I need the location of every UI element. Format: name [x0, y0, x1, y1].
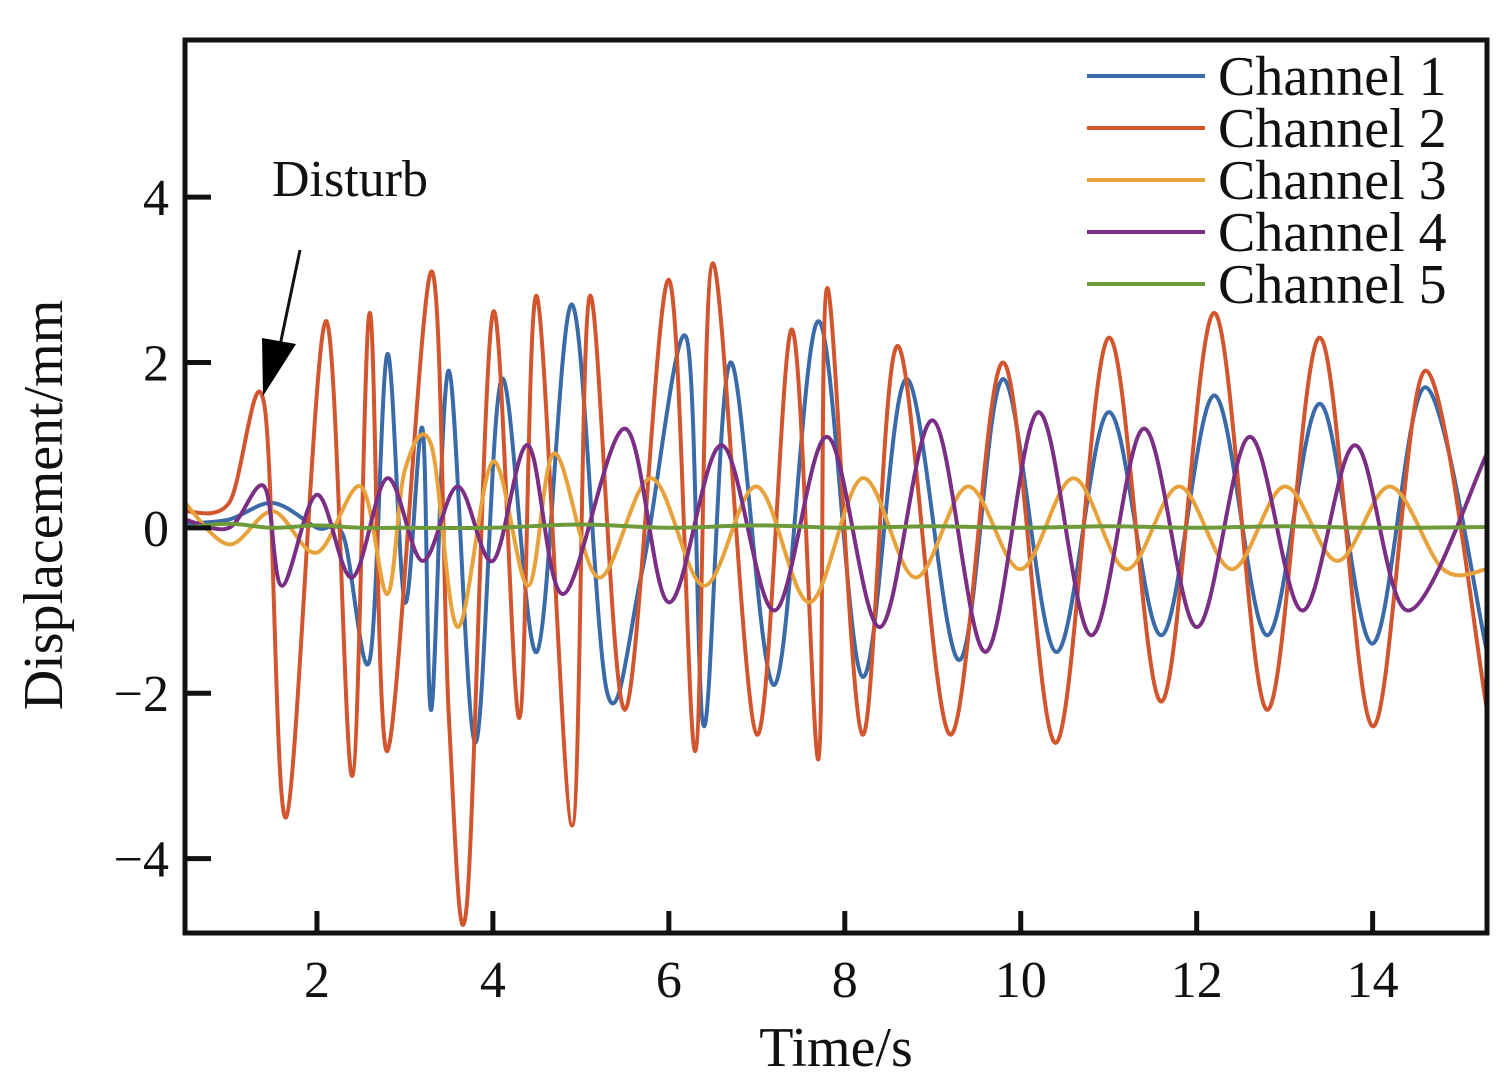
y-tick-label: −2 — [114, 666, 169, 723]
y-tick-label: 0 — [143, 501, 169, 558]
y-tick-label: 2 — [143, 335, 169, 392]
y-tick-label: 4 — [143, 170, 169, 227]
x-tick-label: 4 — [480, 952, 506, 1009]
legend-label-channel-5: Channel 5 — [1218, 254, 1447, 316]
y-tick-label: −4 — [114, 832, 169, 889]
disturb-label: Disturb — [272, 151, 428, 208]
y-axis-title: Displacement/mm — [13, 300, 75, 711]
plot-frame — [182, 37, 1490, 936]
x-tick-label: 2 — [304, 952, 330, 1009]
series-line-channel-5 — [185, 521, 1487, 531]
x-tick-label: 14 — [1347, 952, 1399, 1009]
x-tick-label: 10 — [995, 952, 1047, 1009]
ticks-layer: 2 4 6 8 10 12 14 −4 −2 0 2 4 — [114, 170, 1399, 1009]
x-tick-label: 6 — [656, 952, 682, 1009]
legend-label-channel-3: Channel 3 — [1218, 150, 1447, 212]
legend-label-channel-4: Channel 4 — [1218, 202, 1447, 264]
disturb-arrow-head — [262, 338, 296, 396]
x-tick-label: 12 — [1171, 952, 1223, 1009]
series-line-channel-4 — [185, 410, 1487, 654]
disturb-annotation: Disturb — [262, 151, 428, 396]
legend-label-channel-1: Channel 1 — [1218, 46, 1447, 108]
disturb-arrow-shaft — [276, 249, 302, 356]
x-tick-label: 8 — [832, 952, 858, 1009]
x-axis-title: Time/s — [759, 1017, 913, 1079]
legend-label-channel-2: Channel 2 — [1218, 98, 1447, 160]
series-line-channel-2 — [185, 261, 1487, 927]
series-layer — [185, 261, 1487, 927]
